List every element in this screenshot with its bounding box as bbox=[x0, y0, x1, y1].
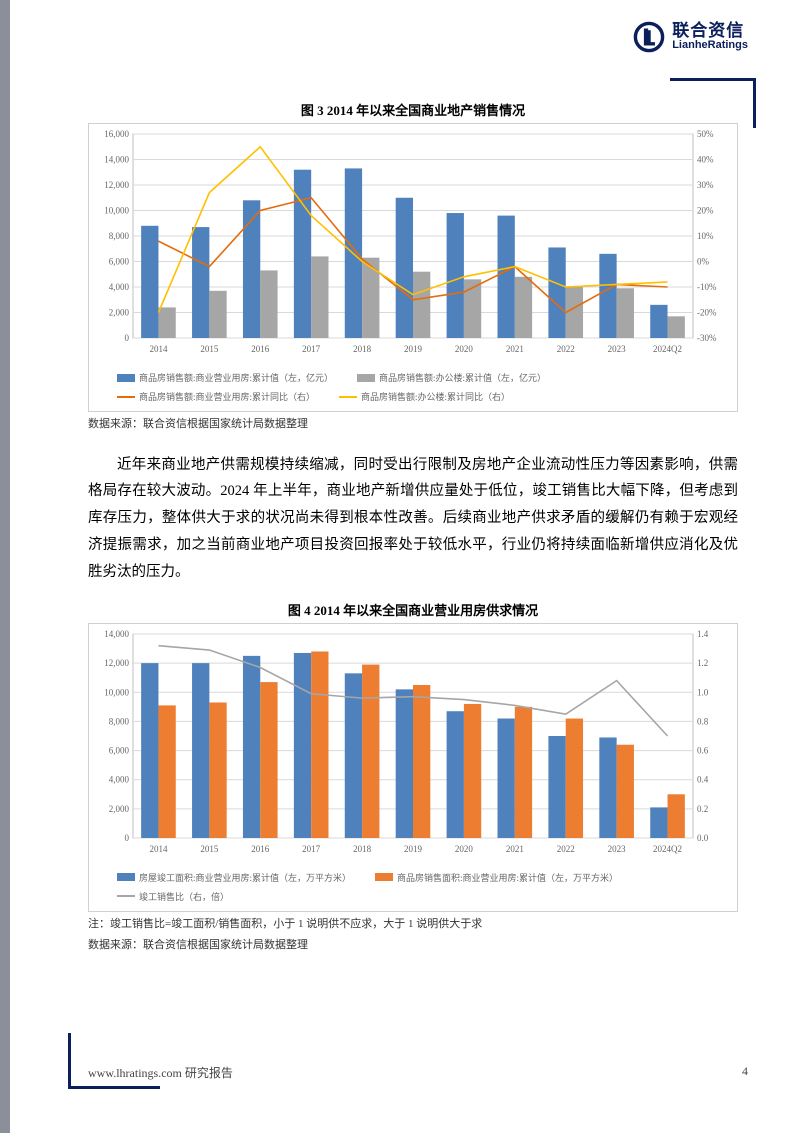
svg-text:-30%: -30% bbox=[697, 333, 717, 343]
corner-top-decoration bbox=[670, 78, 756, 81]
legend-item: 房屋竣工面积:商业营业用房:累计值（左，万平方米） bbox=[117, 871, 351, 884]
legend-item: 商品房销售额:办公楼:累计同比（右） bbox=[339, 390, 510, 403]
svg-text:0.4: 0.4 bbox=[697, 774, 709, 784]
svg-text:40%: 40% bbox=[697, 155, 714, 165]
svg-text:2,000: 2,000 bbox=[109, 804, 130, 814]
svg-text:2023: 2023 bbox=[608, 844, 627, 854]
svg-text:6,000: 6,000 bbox=[109, 745, 130, 755]
chart3-source: 数据来源：联合资信根据国家统计局数据整理 bbox=[88, 416, 738, 434]
svg-text:2017: 2017 bbox=[302, 344, 321, 354]
svg-text:2022: 2022 bbox=[557, 844, 575, 854]
svg-text:0: 0 bbox=[125, 333, 130, 343]
svg-text:10,000: 10,000 bbox=[104, 206, 129, 216]
svg-text:0%: 0% bbox=[697, 257, 710, 267]
svg-text:2014: 2014 bbox=[149, 844, 168, 854]
svg-text:2,000: 2,000 bbox=[109, 308, 130, 318]
svg-text:50%: 50% bbox=[697, 129, 714, 139]
svg-text:0.6: 0.6 bbox=[697, 745, 709, 755]
svg-text:2019: 2019 bbox=[404, 344, 423, 354]
svg-text:2021: 2021 bbox=[506, 344, 524, 354]
svg-text:2017: 2017 bbox=[302, 844, 321, 854]
svg-text:12,000: 12,000 bbox=[104, 658, 129, 668]
chart4: 0 2,000 4,000 6,000 8,000 10,000 12,000 14,000 0… bbox=[88, 623, 738, 912]
chart3-legend: 商品房销售额:商业营业用房:累计值（左，亿元） 商品房销售额:办公楼:累计值（左，… bbox=[89, 367, 737, 411]
svg-text:-20%: -20% bbox=[697, 308, 717, 318]
svg-text:6,000: 6,000 bbox=[109, 257, 130, 267]
svg-text:14,000: 14,000 bbox=[104, 629, 129, 639]
brand-cn: 联合资信 bbox=[672, 22, 748, 40]
svg-text:2023: 2023 bbox=[608, 344, 627, 354]
svg-text:2014: 2014 bbox=[149, 344, 168, 354]
svg-text:0.8: 0.8 bbox=[697, 716, 709, 726]
page-content: 图 3 2014 年以来全国商业地产销售情况 0 2,000 4,000 6,000 8… bbox=[88, 100, 738, 955]
svg-text:8,000: 8,000 bbox=[109, 716, 130, 726]
page-number: 4 bbox=[742, 1064, 748, 1081]
svg-text:2022: 2022 bbox=[557, 344, 575, 354]
chart4-title: 图 4 2014 年以来全国商业营业用房供求情况 bbox=[88, 600, 738, 619]
svg-text:14,000: 14,000 bbox=[104, 155, 129, 165]
corner-bottom-decoration bbox=[68, 1033, 71, 1089]
svg-text:2016: 2016 bbox=[251, 844, 269, 854]
chart3-svg: 0 2,000 4,000 6,000 8,000 10,000 12,000 14,000 1… bbox=[89, 124, 737, 362]
svg-text:0.0: 0.0 bbox=[697, 833, 709, 843]
svg-text:2019: 2019 bbox=[404, 844, 423, 854]
chart3: 0 2,000 4,000 6,000 8,000 10,000 12,000 14,000 1… bbox=[88, 123, 738, 412]
svg-text:1.0: 1.0 bbox=[697, 687, 709, 697]
brand-en: LianheRatings bbox=[672, 40, 748, 52]
chart3-title: 图 3 2014 年以来全国商业地产销售情况 bbox=[88, 100, 738, 119]
legend-item: 商品房销售面积:商业营业用房:累计值（左，万平方米） bbox=[375, 871, 618, 884]
svg-text:16,000: 16,000 bbox=[104, 129, 129, 139]
svg-text:4,000: 4,000 bbox=[109, 282, 130, 292]
svg-text:2018: 2018 bbox=[353, 344, 372, 354]
side-accent bbox=[0, 0, 10, 1133]
svg-text:2021: 2021 bbox=[506, 844, 524, 854]
page-footer: www.lhratings.com 研究报告 4 bbox=[88, 1064, 748, 1081]
svg-text:30%: 30% bbox=[697, 180, 714, 190]
svg-text:20%: 20% bbox=[697, 206, 714, 216]
svg-text:0: 0 bbox=[125, 833, 130, 843]
chart4-source: 数据来源：联合资信根据国家统计局数据整理 bbox=[88, 937, 738, 955]
chart4-svg: 0 2,000 4,000 6,000 8,000 10,000 12,000 14,000 0… bbox=[89, 624, 737, 862]
legend-item: 竣工销售比（右，倍） bbox=[117, 890, 229, 903]
svg-text:2015: 2015 bbox=[200, 844, 219, 854]
legend-item: 商品房销售额:商业营业用房:累计同比（右） bbox=[117, 390, 315, 403]
chart4-legend: 房屋竣工面积:商业营业用房:累计值（左，万平方米） 商品房销售面积:商业营业用房:… bbox=[89, 867, 737, 911]
svg-text:8,000: 8,000 bbox=[109, 231, 130, 241]
svg-text:2024Q2: 2024Q2 bbox=[653, 344, 682, 354]
footer-left: www.lhratings.com 研究报告 bbox=[88, 1064, 233, 1081]
legend-item: 商品房销售额:办公楼:累计值（左，亿元） bbox=[357, 371, 546, 384]
chart4-note: 注：竣工销售比=竣工面积/销售面积，小于 1 说明供不应求，大于 1 说明供大于… bbox=[88, 916, 738, 934]
svg-text:1.4: 1.4 bbox=[697, 629, 709, 639]
svg-text:12,000: 12,000 bbox=[104, 180, 129, 190]
svg-text:1.2: 1.2 bbox=[697, 658, 708, 668]
svg-text:10%: 10% bbox=[697, 231, 714, 241]
svg-text:2015: 2015 bbox=[200, 344, 219, 354]
svg-text:2016: 2016 bbox=[251, 344, 269, 354]
svg-text:2020: 2020 bbox=[455, 844, 474, 854]
body-paragraph: 近年来商业地产供需规模持续缩减，同时受出行限制及房地产企业流动性压力等因素影响，… bbox=[88, 452, 738, 586]
legend-item: 商品房销售额:商业营业用房:累计值（左，亿元） bbox=[117, 371, 333, 384]
svg-text:2020: 2020 bbox=[455, 344, 474, 354]
svg-text:10,000: 10,000 bbox=[104, 687, 129, 697]
svg-text:-10%: -10% bbox=[697, 282, 717, 292]
brand-header: 联合资信 LianheRatings bbox=[632, 20, 748, 54]
svg-text:0.2: 0.2 bbox=[697, 804, 708, 814]
svg-text:2024Q2: 2024Q2 bbox=[653, 844, 682, 854]
lianhe-logo-icon bbox=[632, 20, 666, 54]
svg-text:4,000: 4,000 bbox=[109, 774, 130, 784]
svg-text:2018: 2018 bbox=[353, 844, 372, 854]
